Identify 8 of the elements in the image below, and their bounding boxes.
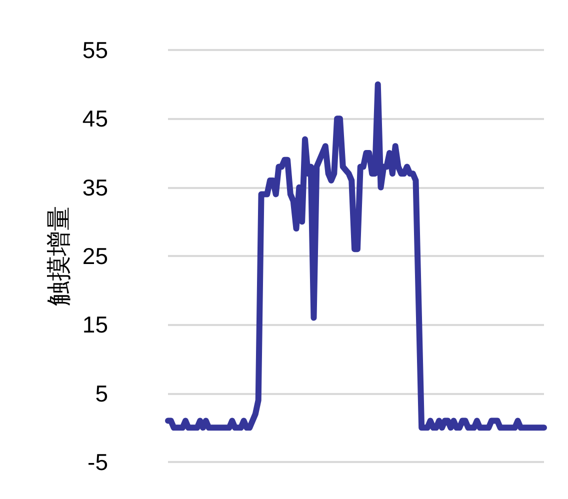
y-tick-label: 15: [82, 312, 108, 338]
y-tick-label: 35: [82, 174, 108, 200]
y-axis-title: 触摸增量: [45, 206, 74, 306]
y-tick-label: 5: [95, 380, 108, 406]
y-tick-label: 25: [82, 243, 108, 269]
y-tick-label: -5: [88, 449, 108, 475]
y-tick-label: 45: [82, 106, 108, 132]
y-tick-label: 55: [82, 37, 108, 63]
